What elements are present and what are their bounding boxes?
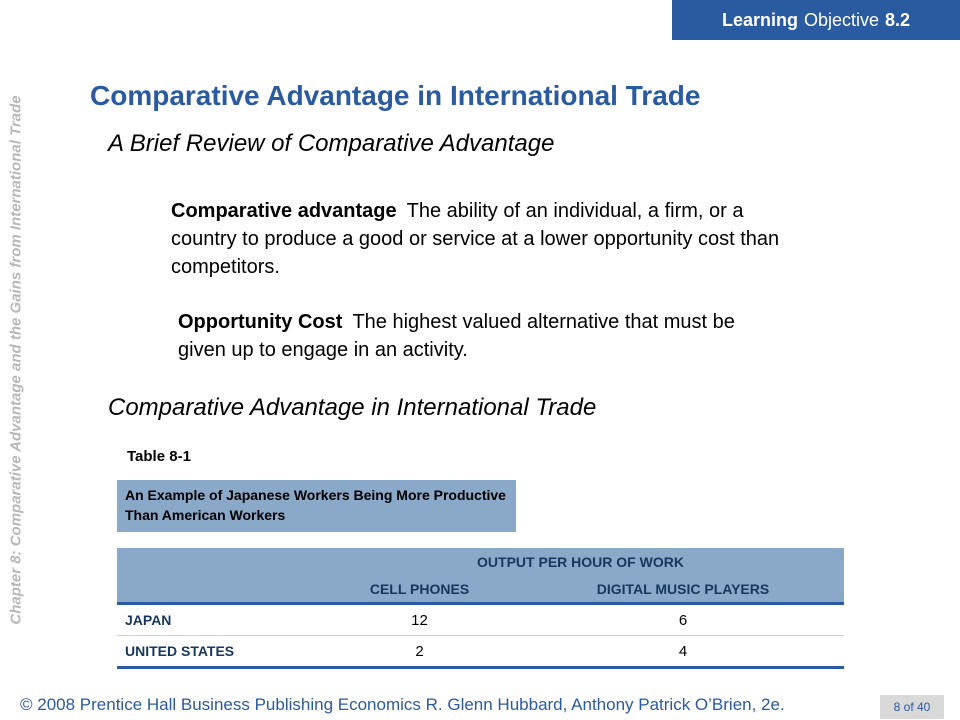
table-row: JAPAN 12 6 — [117, 605, 844, 636]
learning-objective-prefix: Learning — [721, 9, 798, 30]
table-cell-value: 4 — [678, 642, 688, 660]
definition-text: The highest valued alternative that must… — [178, 311, 735, 361]
definition-term: Comparative advantage — [171, 200, 397, 222]
definition-text: The ability of an individual, a firm, or… — [171, 200, 780, 278]
table-cell-value: 2 — [415, 642, 424, 660]
definition-opportunity-cost: Opportunity Cost The highest valued alter… — [178, 308, 758, 364]
table-cell-value: 12 — [411, 611, 428, 629]
learning-objective-badge: Learning Objective 8.2 — [672, 0, 960, 40]
table-cell-country: UNITED STATES — [125, 643, 235, 659]
slide-title: Comparative Advantage in International T… — [90, 80, 701, 111]
table-group-header: OUTPUT PER HOUR OF WORK — [477, 554, 684, 570]
table-column-header: DIGITAL MUSIC PLAYERS — [596, 581, 770, 597]
table-cell-value: 6 — [678, 611, 688, 629]
page-indicator: 8 of 40 — [880, 695, 944, 719]
table-column-header: CELL PHONES — [369, 581, 470, 597]
table-caption: An Example of Japanese Workers Being Mor… — [117, 480, 516, 532]
productivity-table: OUTPUT PER HOUR OF WORK CELL PHONES DIGI… — [117, 548, 844, 669]
table-cell-country: JAPAN — [125, 612, 172, 628]
table-row: UNITED STATES 2 4 — [117, 636, 844, 669]
table-group-header-row: OUTPUT PER HOUR OF WORK — [117, 548, 844, 576]
definition-comparative-advantage: Comparative advantage The ability of an i… — [171, 197, 781, 281]
footer-copyright: © 2008 Prentice Hall Business Publishing… — [20, 695, 785, 714]
subheading-review: A Brief Review of Comparative Advantage — [108, 130, 555, 157]
table-label: Table 8-1 — [127, 448, 191, 465]
subheading-international-trade: Comparative Advantage in International T… — [108, 394, 597, 421]
learning-objective-number: 8.2 — [885, 9, 911, 30]
learning-objective-label: Objective — [803, 9, 880, 30]
chapter-side-caption: Chapter 8: Comparative Advantage and the… — [7, 95, 25, 625]
definition-term: Opportunity Cost — [178, 311, 343, 333]
table-column-header-row: CELL PHONES DIGITAL MUSIC PLAYERS — [117, 576, 844, 605]
